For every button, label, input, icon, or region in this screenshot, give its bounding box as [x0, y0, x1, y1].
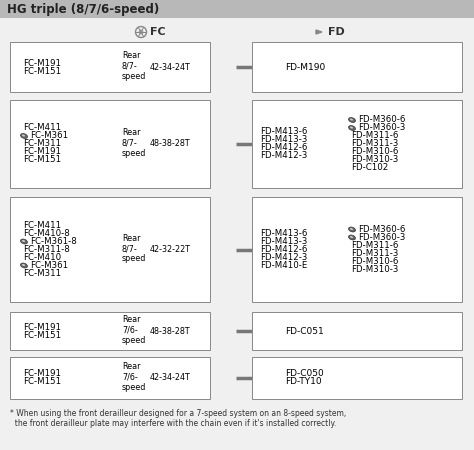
Circle shape — [138, 30, 144, 35]
Bar — [252, 312, 462, 350]
Bar — [252, 42, 462, 92]
Text: FC-M410: FC-M410 — [23, 253, 61, 262]
Text: the front derailleur plate may interfere with the chain even if it's installed c: the front derailleur plate may interfere… — [10, 419, 336, 428]
Ellipse shape — [20, 263, 27, 268]
Text: FC-M361: FC-M361 — [30, 131, 68, 140]
Ellipse shape — [22, 264, 25, 266]
Text: Rear
7/6-
speed: Rear 7/6- speed — [122, 362, 146, 392]
Text: FD-M360-3: FD-M360-3 — [358, 123, 405, 132]
Text: FD-C102: FD-C102 — [351, 163, 388, 172]
Ellipse shape — [348, 235, 356, 240]
Bar — [252, 357, 462, 399]
Text: Rear
8/7-
speed: Rear 8/7- speed — [122, 51, 146, 81]
Text: FD-M413-6: FD-M413-6 — [260, 229, 307, 238]
Text: 42-34-24T: 42-34-24T — [150, 374, 191, 382]
Text: HG triple (8/7/6-speed): HG triple (8/7/6-speed) — [7, 3, 159, 15]
Text: FD-M412-6: FD-M412-6 — [260, 144, 307, 153]
Text: 42-32-22T: 42-32-22T — [150, 245, 191, 254]
Ellipse shape — [20, 239, 27, 244]
Text: FC-M411: FC-M411 — [23, 123, 61, 132]
Text: FD-C050: FD-C050 — [285, 369, 324, 378]
Text: FC-M191: FC-M191 — [23, 323, 61, 332]
Text: FC-M151: FC-M151 — [23, 67, 61, 76]
Bar — [0, 0, 474, 18]
Text: FC-M311: FC-M311 — [23, 269, 61, 278]
Text: FC: FC — [150, 27, 165, 37]
Text: FD-M311-3: FD-M311-3 — [351, 140, 398, 148]
Text: Rear
7/6-
speed: Rear 7/6- speed — [122, 315, 146, 345]
Text: FD-M360-3: FD-M360-3 — [358, 233, 405, 242]
Bar — [10, 312, 210, 350]
Text: 48-38-28T: 48-38-28T — [150, 140, 191, 148]
Text: FD-M310-3: FD-M310-3 — [351, 156, 398, 165]
Text: FC-M151: FC-M151 — [23, 330, 61, 339]
Text: Rear
8/7-
speed: Rear 8/7- speed — [122, 234, 146, 263]
Text: FC-M311-8: FC-M311-8 — [23, 245, 70, 254]
Text: FD-M311-6: FD-M311-6 — [351, 131, 398, 140]
Text: FC-M191: FC-M191 — [23, 369, 61, 378]
Text: FD-M360-6: FD-M360-6 — [358, 225, 405, 234]
Text: FD-M311-3: FD-M311-3 — [351, 249, 398, 258]
Text: FD-M412-3: FD-M412-3 — [260, 253, 307, 262]
Text: FC-M191: FC-M191 — [23, 148, 61, 157]
Ellipse shape — [350, 236, 353, 238]
Text: FD-M311-6: FD-M311-6 — [351, 241, 398, 250]
Ellipse shape — [350, 118, 353, 121]
Text: FD-M412-3: FD-M412-3 — [260, 152, 307, 161]
Text: FD-M413-3: FD-M413-3 — [260, 135, 307, 144]
Bar — [252, 100, 462, 188]
Text: FD: FD — [328, 27, 345, 37]
Text: FC-M361-8: FC-M361-8 — [30, 237, 77, 246]
Ellipse shape — [350, 228, 353, 230]
Bar — [10, 357, 210, 399]
Ellipse shape — [20, 134, 27, 139]
Text: FD-TY10: FD-TY10 — [285, 378, 322, 387]
Ellipse shape — [22, 135, 25, 136]
Bar — [10, 42, 210, 92]
Text: FD-M413-6: FD-M413-6 — [260, 127, 307, 136]
Bar — [10, 197, 210, 302]
Ellipse shape — [348, 126, 356, 130]
Ellipse shape — [350, 126, 353, 129]
Text: 48-38-28T: 48-38-28T — [150, 327, 191, 336]
Text: 42-34-24T: 42-34-24T — [150, 63, 191, 72]
Ellipse shape — [22, 240, 25, 242]
Text: FC-M410-8: FC-M410-8 — [23, 229, 70, 238]
Bar — [252, 197, 462, 302]
Text: FD-M412-6: FD-M412-6 — [260, 245, 307, 254]
Bar — [10, 100, 210, 188]
Text: FC-M191: FC-M191 — [23, 58, 61, 68]
Text: FC-M311: FC-M311 — [23, 140, 61, 148]
Text: FD-M310-3: FD-M310-3 — [351, 265, 398, 274]
Text: Rear
8/7-
speed: Rear 8/7- speed — [122, 128, 146, 158]
Ellipse shape — [348, 117, 356, 122]
Text: FD-M310-6: FD-M310-6 — [351, 257, 398, 266]
Text: FD-M413-3: FD-M413-3 — [260, 237, 307, 246]
Text: FC-M151: FC-M151 — [23, 156, 61, 165]
Text: * When using the front derailleur designed for a 7-speed system on an 8-speed sy: * When using the front derailleur design… — [10, 409, 346, 418]
Text: FD-M410-E: FD-M410-E — [260, 261, 307, 270]
Text: FD-M310-6: FD-M310-6 — [351, 148, 398, 157]
Text: FC-M151: FC-M151 — [23, 378, 61, 387]
Ellipse shape — [348, 227, 356, 232]
Text: FD-C051: FD-C051 — [285, 327, 324, 336]
Text: FD-M360-6: FD-M360-6 — [358, 116, 405, 125]
Polygon shape — [316, 30, 322, 34]
Text: FD-M190: FD-M190 — [285, 63, 325, 72]
Text: FC-M411: FC-M411 — [23, 221, 61, 230]
Text: FC-M361: FC-M361 — [30, 261, 68, 270]
